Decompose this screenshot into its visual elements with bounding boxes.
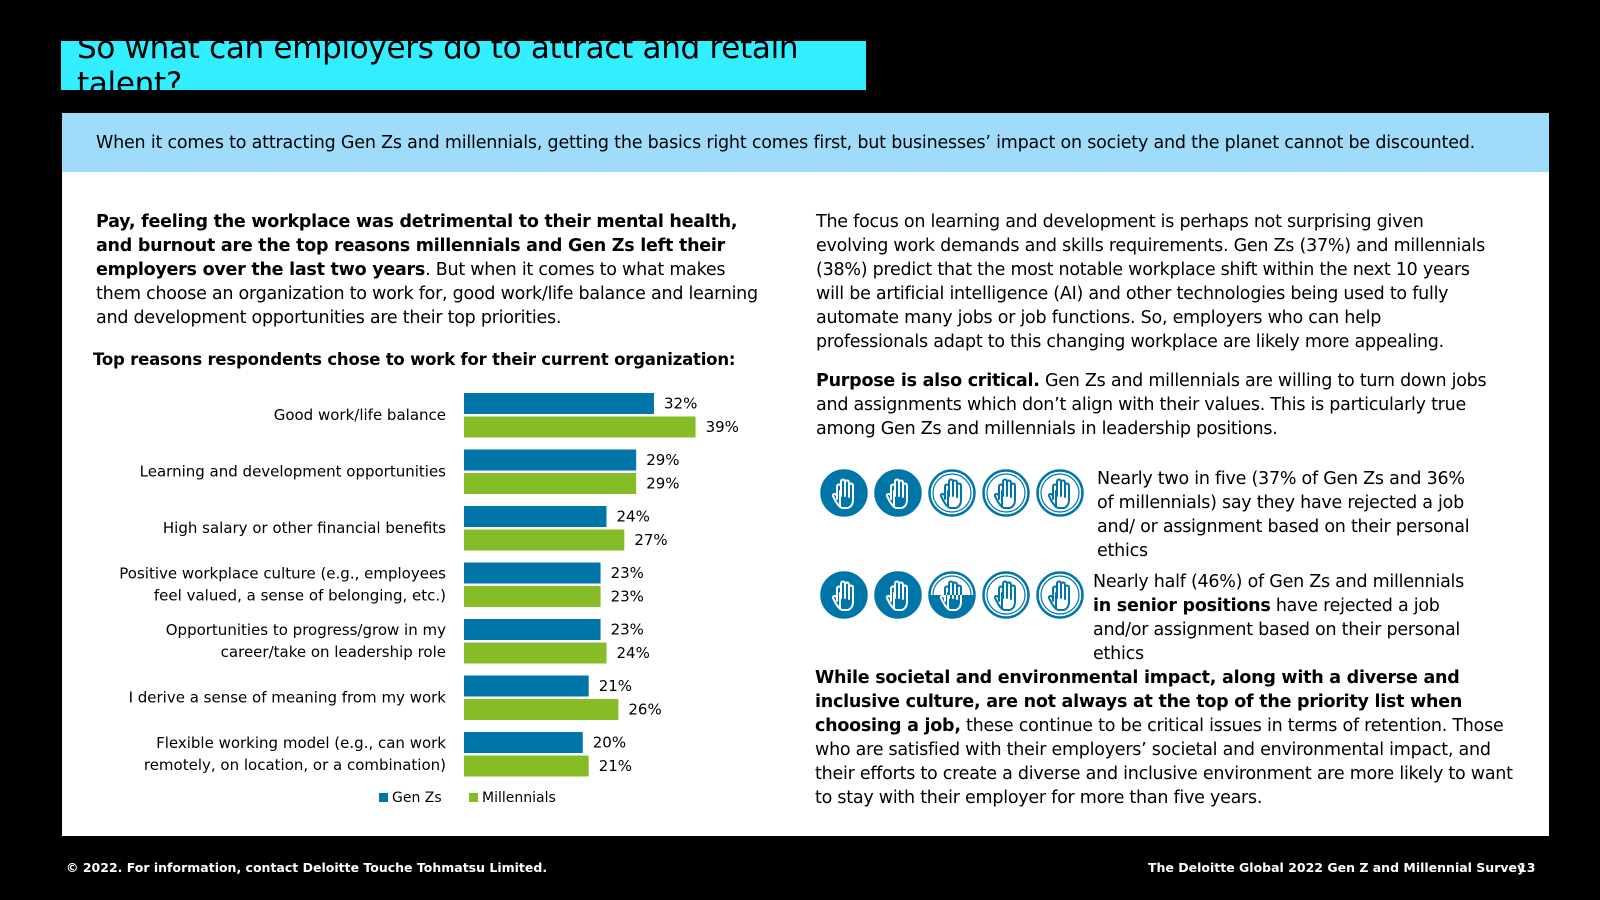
category-label-3-line1: feel valued, a sense of belonging, etc.) <box>154 587 446 605</box>
bar-millennials-3 <box>464 586 601 607</box>
raised-hand-icon <box>928 571 976 619</box>
footer-copyright: © 2022. For information, contact Deloitt… <box>66 860 548 875</box>
stat1-text: Nearly two in five (37% of Gen Zs and 36… <box>1097 469 1470 561</box>
category-label-2: High salary or other financial benefits <box>163 519 446 537</box>
data-label-genz-2: 24% <box>617 508 650 526</box>
raised-hand-icon <box>820 571 868 619</box>
data-label-genz-0: 32% <box>664 395 697 413</box>
stat1-hand-icons <box>820 469 1087 517</box>
left-intro-bold: Pay, feeling the workplace was detriment… <box>96 212 738 280</box>
raised-hand-icon <box>928 469 976 517</box>
bar-millennials-1 <box>464 473 637 494</box>
raised-hand-icon <box>820 469 868 517</box>
data-label-millennials-1: 29% <box>646 475 679 493</box>
bar-millennials-5 <box>464 699 619 720</box>
stat2-bold: in senior positions <box>1093 596 1271 616</box>
category-label-5: I derive a sense of meaning from my work <box>129 689 447 707</box>
summary-banner: When it comes to attracting Gen Zs and m… <box>62 113 1549 172</box>
legend-label-millennials: Millennials <box>482 790 556 806</box>
retention-rest: these continue to be critical issues in … <box>815 716 1513 808</box>
footer-survey-title: The Deloitte Global 2022 Gen Z and Mille… <box>1148 860 1526 875</box>
category-label-1: Learning and development opportunities <box>140 463 446 481</box>
data-label-millennials-0: 39% <box>706 418 739 436</box>
category-label-6-line0: Flexible working model (e.g., can work <box>156 734 446 752</box>
category-label-0: Good work/life balance <box>274 406 446 424</box>
stat2-hand-icons <box>820 571 1087 619</box>
bar-genz-1 <box>464 449 637 471</box>
data-label-millennials-5: 26% <box>628 701 661 719</box>
data-label-genz-5: 21% <box>599 677 632 695</box>
data-label-millennials-3: 23% <box>611 588 644 606</box>
data-label-genz-4: 23% <box>611 621 644 639</box>
left-intro-paragraph: Pay, feeling the workplace was detriment… <box>96 210 761 330</box>
title-box: So what can employers do to attract and … <box>61 30 866 102</box>
stat2-text-a: Nearly half (46%) of Gen Zs and millenni… <box>1093 572 1465 592</box>
right-paragraph-3: While societal and environmental impact,… <box>815 666 1515 810</box>
bar-genz-3 <box>464 562 601 584</box>
category-label-6-line1: remotely, on location, or a combination) <box>144 756 446 774</box>
footer-page-number: 13 <box>1518 860 1536 875</box>
purpose-rest: Gen Zs and millennials are willing to tu… <box>816 371 1487 439</box>
left-intro-rest: . But when it comes to what makes them c… <box>96 260 758 328</box>
legend-swatch-genz <box>379 793 388 802</box>
bar-millennials-2 <box>464 529 625 551</box>
bar-genz-5 <box>464 675 589 697</box>
category-label-3-line0: Positive workplace culture (e.g., employ… <box>119 565 446 583</box>
data-label-millennials-4: 24% <box>617 644 650 662</box>
right-paragraph-2: Purpose is also critical. Gen Zs and mil… <box>816 369 1496 441</box>
data-label-genz-3: 23% <box>611 564 644 582</box>
chart-title: Top reasons respondents chose to work fo… <box>93 350 736 369</box>
content-panel: When it comes to attracting Gen Zs and m… <box>62 113 1549 836</box>
legend-label-genz: Gen Zs <box>392 790 442 806</box>
bar-genz-6 <box>464 732 583 753</box>
right-paragraph-1: The focus on learning and development is… <box>816 212 1485 352</box>
data-label-millennials-2: 27% <box>634 531 667 549</box>
stat2-text-b: have rejected a job and/or assignment ba… <box>1093 596 1461 664</box>
data-label-millennials-6: 21% <box>599 757 632 775</box>
data-label-genz-6: 20% <box>593 734 626 752</box>
bar-chart: 32% 39% Good work/life balance 29% 29% Learni… <box>119 393 739 806</box>
bar-millennials-4 <box>464 642 607 664</box>
data-label-genz-1: 29% <box>646 451 679 469</box>
raised-hand-icon <box>1036 571 1084 619</box>
legend-swatch-millennials <box>469 793 478 802</box>
bar-millennials-6 <box>464 755 589 777</box>
bar-genz-0 <box>464 393 654 414</box>
bar-genz-2 <box>464 506 607 527</box>
stat2-text: Nearly half (46%) of Gen Zs and millenni… <box>1093 570 1478 666</box>
category-label-4-line0: Opportunities to progress/grow in my <box>166 621 446 639</box>
raised-hand-icon <box>982 469 1030 517</box>
purpose-bold: Purpose is also critical. <box>816 371 1040 391</box>
page-title: So what can employers do to attract and … <box>77 29 799 102</box>
raised-hand-icon <box>874 469 922 517</box>
retention-bold: While societal and environmental impact,… <box>815 668 1463 736</box>
bar-genz-4 <box>464 619 601 640</box>
bar-millennials-0 <box>464 416 696 438</box>
raised-hand-icon <box>1036 469 1084 517</box>
category-label-4-line1: career/take on leadership role <box>221 643 446 661</box>
raised-hand-icon <box>874 571 922 619</box>
raised-hand-icon <box>982 571 1030 619</box>
